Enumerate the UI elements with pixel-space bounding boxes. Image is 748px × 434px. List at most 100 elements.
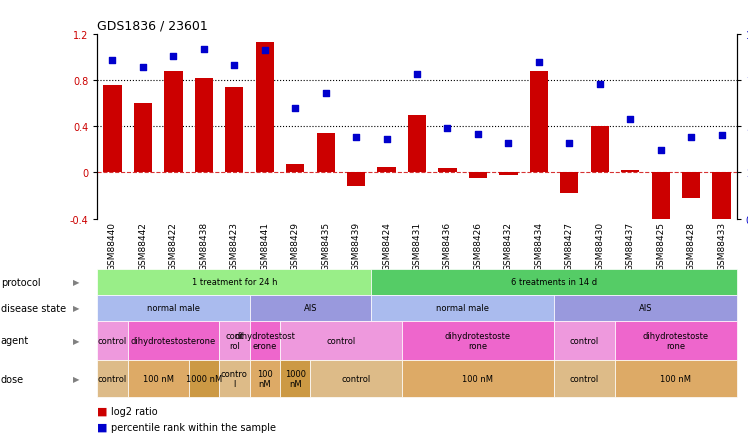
Bar (438, 168, 456, 173)
Text: control: control (570, 336, 599, 345)
Bar (316, 134, 335, 173)
Text: ▶: ▶ (73, 336, 80, 345)
Text: contro
l: contro l (221, 369, 248, 388)
Bar (712, 173, 731, 225)
Text: dihydrotestoste
rone: dihydrotestoste rone (445, 332, 511, 350)
Point (441, 125, 453, 132)
Text: 1000
nM: 1000 nM (285, 369, 306, 388)
Bar (286, 165, 304, 173)
Text: protocol: protocol (1, 277, 40, 287)
Point (381, 136, 393, 143)
Text: 100 nM: 100 nM (462, 374, 494, 383)
Point (594, 81, 606, 88)
Text: GSM88438: GSM88438 (199, 222, 209, 271)
Text: 1000 nM: 1000 nM (186, 374, 222, 383)
Text: disease state: disease state (1, 303, 66, 313)
Bar (682, 173, 700, 198)
Point (472, 131, 484, 138)
Point (563, 140, 575, 147)
Bar (530, 72, 548, 173)
Text: 100
nM: 100 nM (257, 369, 272, 388)
Point (106, 57, 118, 64)
Point (168, 53, 180, 60)
Text: GSM88435: GSM88435 (321, 222, 330, 271)
Text: 100 nM: 100 nM (660, 374, 691, 383)
Text: AIS: AIS (304, 304, 317, 312)
Bar (621, 171, 640, 173)
Text: GSM88426: GSM88426 (473, 222, 482, 270)
Text: GSM88430: GSM88430 (595, 222, 604, 271)
Point (624, 116, 636, 123)
Text: GSM88427: GSM88427 (565, 222, 574, 270)
Text: dose: dose (1, 374, 24, 384)
Text: dihydrotestost
erone: dihydrotestost erone (234, 332, 295, 350)
Text: ▶: ▶ (73, 278, 80, 286)
Text: control: control (326, 336, 355, 345)
Text: GSM88434: GSM88434 (534, 222, 543, 270)
Point (137, 64, 149, 71)
Bar (469, 173, 487, 179)
Bar (347, 173, 365, 187)
Point (228, 62, 240, 69)
Point (685, 135, 697, 141)
Text: GSM88424: GSM88424 (382, 222, 391, 270)
Text: GSM88442: GSM88442 (138, 222, 147, 270)
Text: agent: agent (1, 336, 29, 345)
Text: GSM88436: GSM88436 (443, 222, 452, 271)
Text: 100 nM: 100 nM (143, 374, 174, 383)
Point (503, 140, 515, 147)
Text: ■: ■ (97, 422, 108, 432)
Text: ▶: ▶ (73, 304, 80, 312)
Text: GDS1836 / 23601: GDS1836 / 23601 (97, 20, 208, 33)
Bar (225, 88, 243, 173)
Text: dihydrotestoste
rone: dihydrotestoste rone (643, 332, 709, 350)
Text: control: control (570, 374, 599, 383)
Text: GSM88433: GSM88433 (717, 222, 726, 271)
Text: control: control (342, 374, 371, 383)
Text: GSM88423: GSM88423 (230, 222, 239, 270)
Text: GSM88437: GSM88437 (625, 222, 635, 271)
Point (350, 135, 362, 141)
Text: GSM88429: GSM88429 (291, 222, 300, 270)
Text: dihydrotestosterone: dihydrotestosterone (131, 336, 216, 345)
Point (654, 148, 666, 155)
Point (411, 72, 423, 79)
Text: ▶: ▶ (73, 374, 80, 383)
Point (716, 133, 728, 140)
Bar (194, 79, 213, 173)
Point (289, 105, 301, 112)
Text: ■: ■ (97, 406, 108, 416)
Point (533, 59, 545, 66)
Text: 1 treatment for 24 h: 1 treatment for 24 h (191, 278, 277, 286)
Text: GSM88428: GSM88428 (687, 222, 696, 270)
Bar (256, 43, 274, 173)
Point (319, 90, 331, 97)
Text: normal male: normal male (436, 304, 489, 312)
Text: GSM88425: GSM88425 (656, 222, 665, 270)
Bar (499, 173, 518, 175)
Text: AIS: AIS (639, 304, 652, 312)
Text: GSM88431: GSM88431 (412, 222, 422, 271)
Bar (103, 85, 122, 173)
Text: GSM88432: GSM88432 (504, 222, 513, 270)
Bar (378, 167, 396, 173)
Bar (408, 115, 426, 173)
Point (197, 46, 209, 53)
Bar (560, 173, 578, 194)
Bar (591, 127, 609, 173)
Text: percentile rank within the sample: percentile rank within the sample (111, 422, 276, 432)
Text: GSM88440: GSM88440 (108, 222, 117, 270)
Bar (165, 72, 183, 173)
Point (259, 48, 271, 55)
Text: normal male: normal male (147, 304, 200, 312)
Text: log2 ratio: log2 ratio (111, 406, 157, 416)
Text: GSM88439: GSM88439 (352, 222, 361, 271)
Text: cont
rol: cont rol (225, 332, 243, 350)
Text: control: control (98, 336, 127, 345)
Text: 6 treatments in 14 d: 6 treatments in 14 d (511, 278, 597, 286)
Bar (134, 104, 152, 173)
Text: GSM88441: GSM88441 (260, 222, 269, 270)
Bar (652, 173, 669, 221)
Text: GSM88422: GSM88422 (169, 222, 178, 270)
Text: control: control (98, 374, 127, 383)
